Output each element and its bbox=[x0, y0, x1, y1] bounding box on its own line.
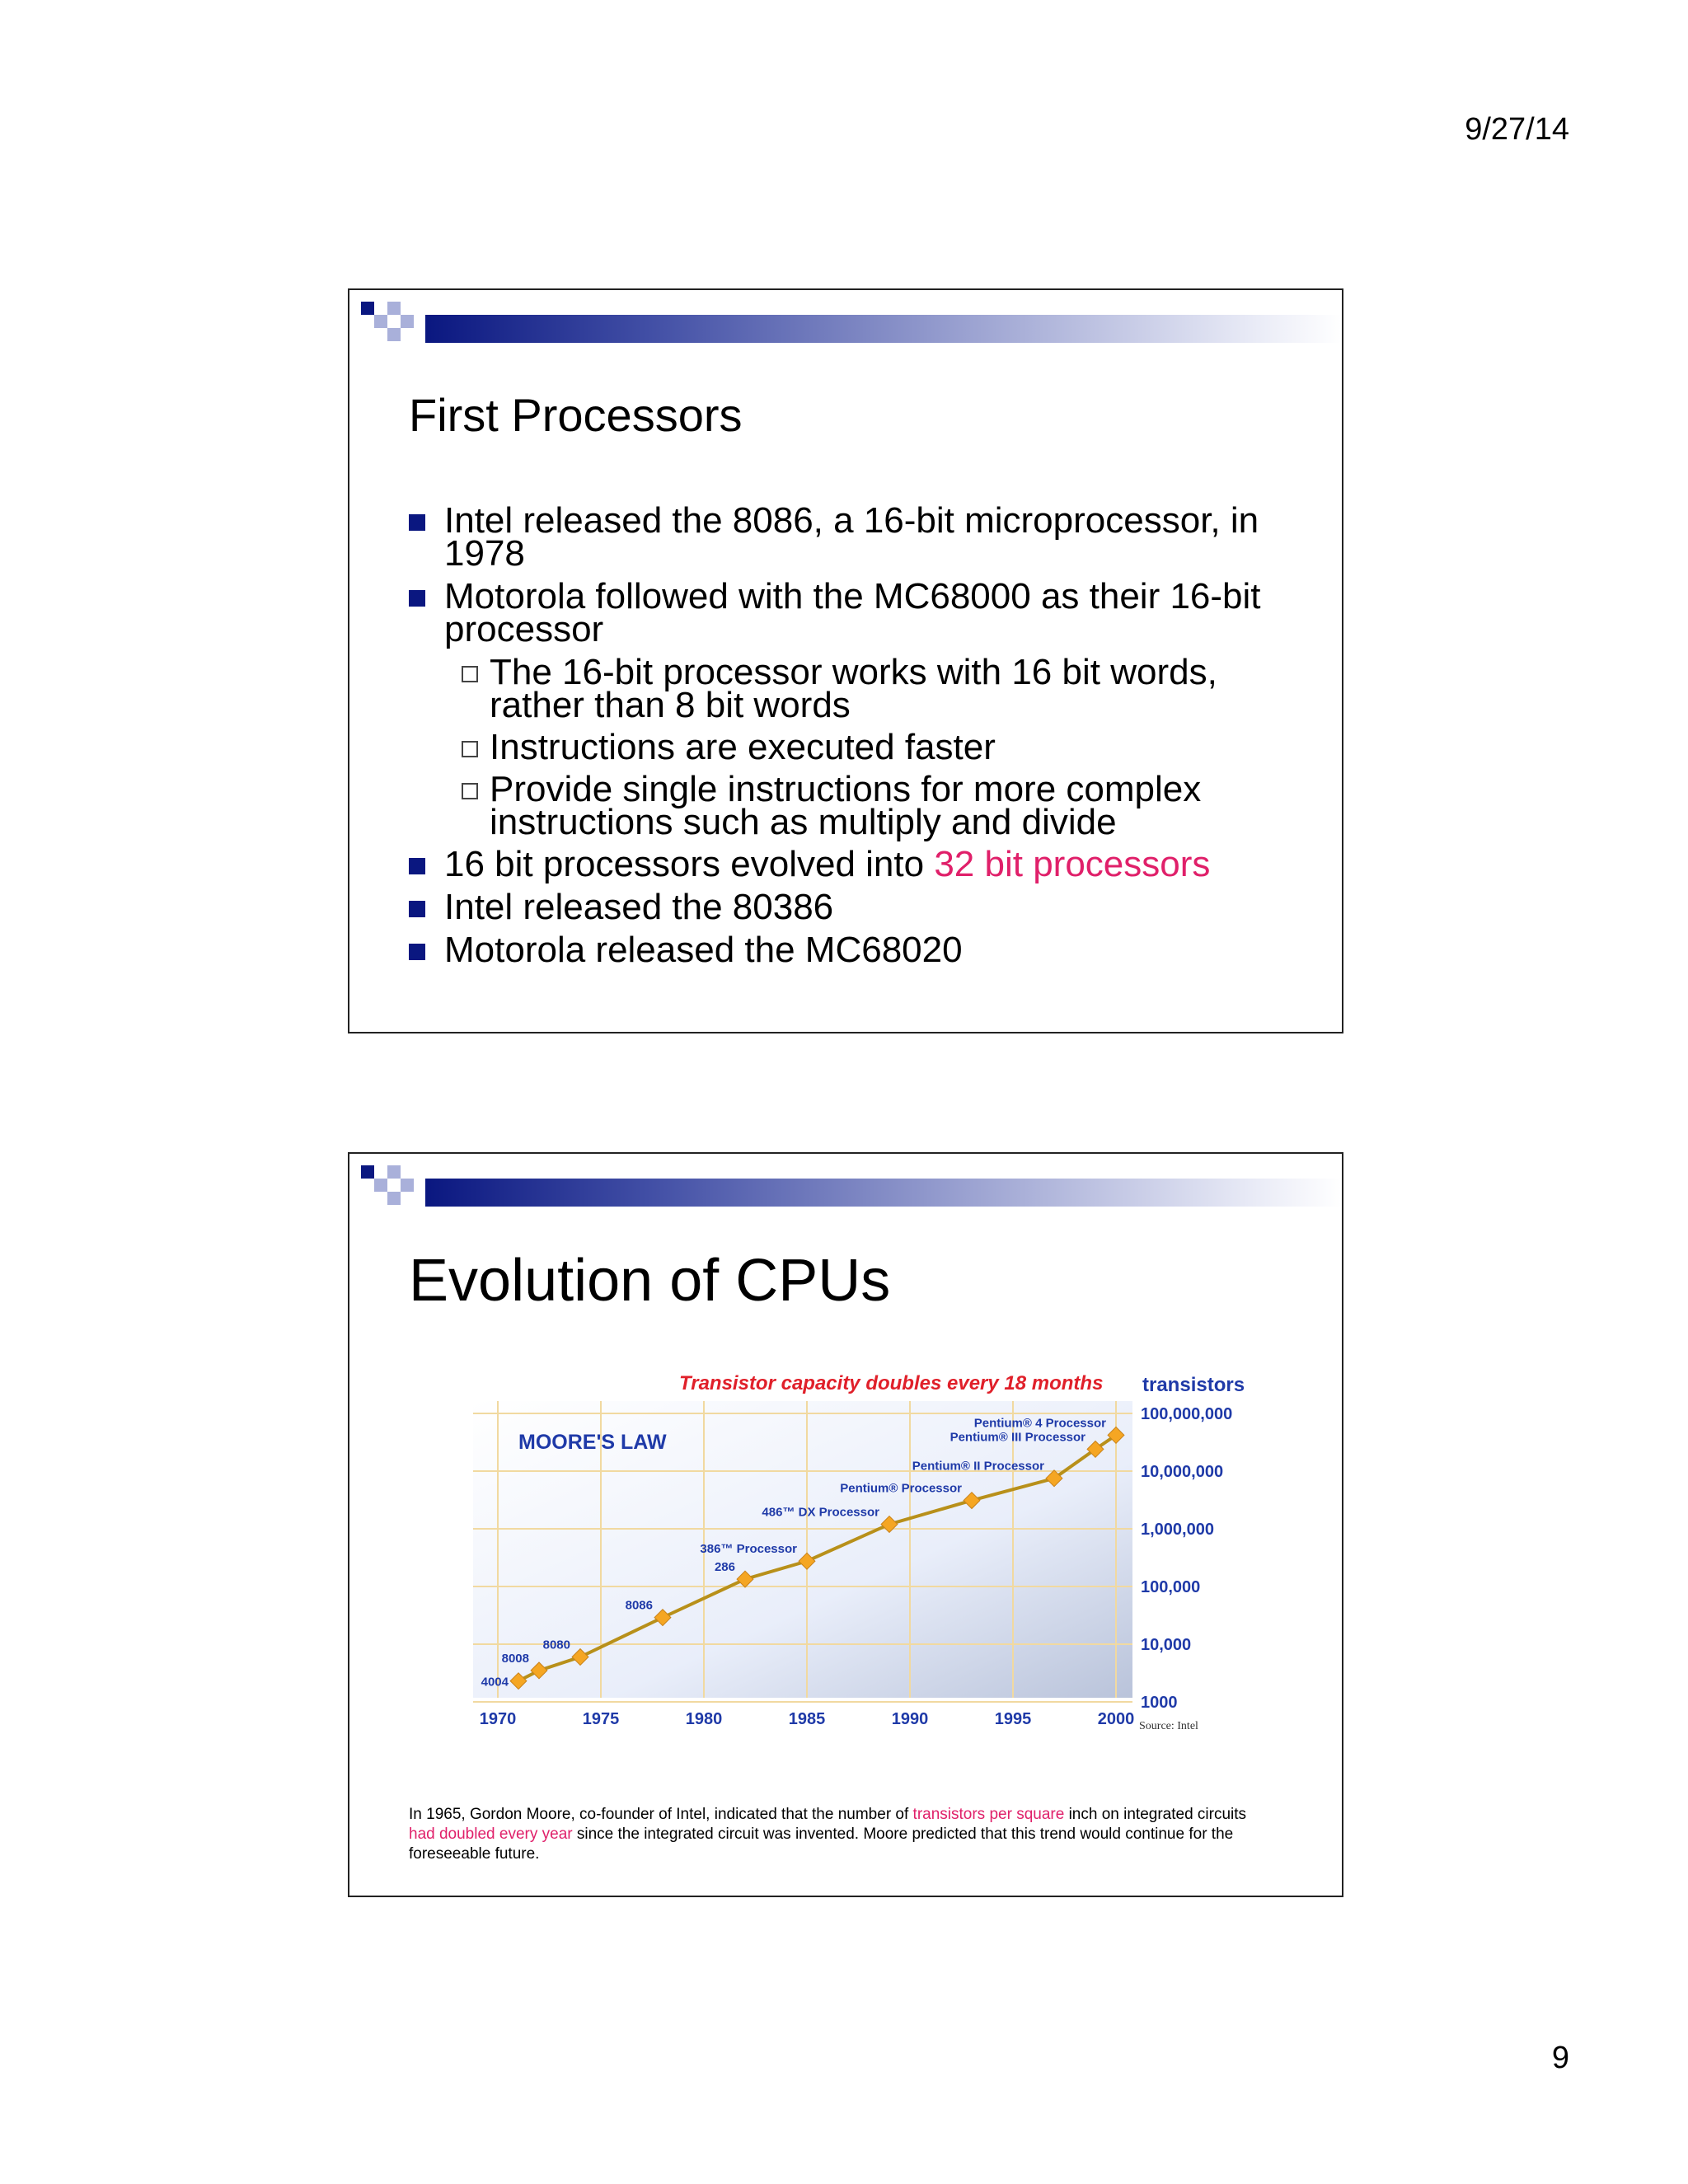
data-point-marker bbox=[880, 1515, 898, 1534]
y-tick-label: 10,000 bbox=[1141, 1636, 1191, 1654]
data-point-label: 8086 bbox=[626, 1599, 653, 1613]
data-point-marker bbox=[530, 1661, 548, 1680]
chart-ylabel: transistors bbox=[1142, 1374, 1245, 1396]
chart-subtitle: MOORE'S LAW bbox=[518, 1431, 667, 1454]
page-number: 9 bbox=[1551, 2041, 1569, 2075]
bullet-list: Intel released the 8086, a 16-bit microp… bbox=[407, 503, 1306, 977]
data-point-label: Pentium® III Processor bbox=[950, 1430, 1086, 1444]
bullet-item: Motorola followed with the MC68000 as th… bbox=[407, 579, 1306, 648]
slide-header-decoration bbox=[361, 1165, 1342, 1215]
chart-title: Transistor capacity doubles every 18 mon… bbox=[679, 1372, 1103, 1394]
data-point-marker bbox=[1045, 1469, 1063, 1488]
slide-title: Evolution of CPUs bbox=[409, 1248, 891, 1314]
slide-evolution-of-cpus: Evolution of CPUs Transistor capacity do… bbox=[348, 1152, 1343, 1897]
sub-bullet-item: Instructions are executed faster bbox=[407, 729, 1306, 766]
chart-grid bbox=[473, 1401, 1132, 1703]
highlighted-text: 32 bit processors bbox=[934, 844, 1211, 884]
x-tick-label: 1980 bbox=[686, 1710, 723, 1728]
data-point-label: 386™ Processor bbox=[700, 1542, 797, 1556]
slide-first-processors: First Processors Intel released the 8086… bbox=[348, 288, 1343, 1033]
x-tick-label: 2000 bbox=[1098, 1710, 1135, 1728]
chart-source: Source: Intel bbox=[1139, 1720, 1198, 1732]
bullet-item: 16 bit processors evolved into 32 bit pr… bbox=[407, 846, 1306, 883]
data-point-label: Pentium® 4 Processor bbox=[974, 1416, 1106, 1430]
data-point-marker bbox=[1107, 1426, 1125, 1444]
chart-series: 4004 8008 8080 8086 286 386™ Processor 486™ DX… bbox=[481, 1416, 1125, 1690]
slide-caption: In 1965, Gordon Moore, co-founder of Int… bbox=[409, 1806, 1247, 1863]
checkbox-bullet-icon bbox=[462, 741, 478, 757]
square-bullet-icon bbox=[409, 901, 425, 917]
data-point-label: Pentium® Processor bbox=[840, 1482, 962, 1496]
y-tick-label: 10,000,000 bbox=[1141, 1463, 1223, 1481]
data-point-marker bbox=[963, 1491, 981, 1510]
data-point-label: 8080 bbox=[543, 1638, 570, 1652]
chart-y-axis: 1000 10,000 100,000 1,000,000 10,000,000 100,… bbox=[1141, 1405, 1232, 1712]
slide-title: First Processors bbox=[409, 389, 743, 441]
sub-bullet-item: Provide single instructions for more com… bbox=[407, 771, 1306, 841]
x-tick-label: 1970 bbox=[480, 1710, 517, 1728]
slide-header-decoration bbox=[361, 302, 1342, 351]
y-tick-label: 100,000,000 bbox=[1141, 1405, 1232, 1423]
moores-law-chart: Transistor capacity doubles every 18 mon… bbox=[473, 1372, 1245, 1732]
bullet-item: Intel released the 8086, a 16-bit microp… bbox=[407, 503, 1306, 572]
highlighted-text: transistors per square bbox=[912, 1806, 1065, 1823]
x-tick-label: 1985 bbox=[789, 1710, 826, 1728]
page-date: 9/27/14 bbox=[1465, 112, 1569, 147]
x-tick-label: 1975 bbox=[583, 1710, 620, 1728]
sub-bullet-item: The 16-bit processor works with 16 bit w… bbox=[407, 654, 1306, 724]
data-point-marker bbox=[654, 1609, 672, 1627]
chart-background bbox=[473, 1401, 1132, 1698]
chart-x-axis: 1970 1975 1980 1985 1990 1995 2000 bbox=[480, 1710, 1135, 1728]
data-point-label: 4004 bbox=[481, 1675, 509, 1690]
data-point-marker bbox=[1086, 1440, 1104, 1458]
data-point-label: 8008 bbox=[502, 1652, 529, 1666]
y-tick-label: 1,000,000 bbox=[1141, 1521, 1214, 1539]
bullet-item: Motorola released the MC68020 bbox=[407, 932, 1306, 968]
x-tick-label: 1990 bbox=[892, 1710, 929, 1728]
data-point-marker bbox=[736, 1570, 754, 1588]
data-point-marker bbox=[798, 1552, 816, 1570]
data-point-marker bbox=[571, 1647, 589, 1666]
checkbox-bullet-icon bbox=[462, 783, 478, 799]
data-point-label: 286 bbox=[715, 1560, 735, 1574]
bullet-item: Intel released the 80386 bbox=[407, 889, 1306, 926]
x-tick-label: 1995 bbox=[995, 1710, 1032, 1728]
highlighted-text: had doubled every year bbox=[409, 1825, 573, 1843]
square-bullet-icon bbox=[409, 858, 425, 874]
data-point-label: 486™ DX Processor bbox=[762, 1505, 879, 1519]
square-bullet-icon bbox=[409, 590, 425, 607]
data-point-marker bbox=[509, 1672, 528, 1690]
square-bullet-icon bbox=[409, 944, 425, 960]
data-point-label: Pentium® II Processor bbox=[912, 1460, 1044, 1474]
checkbox-bullet-icon bbox=[462, 666, 478, 682]
y-tick-label: 1000 bbox=[1141, 1694, 1178, 1712]
y-tick-label: 100,000 bbox=[1141, 1578, 1200, 1596]
square-bullet-icon bbox=[409, 514, 425, 531]
